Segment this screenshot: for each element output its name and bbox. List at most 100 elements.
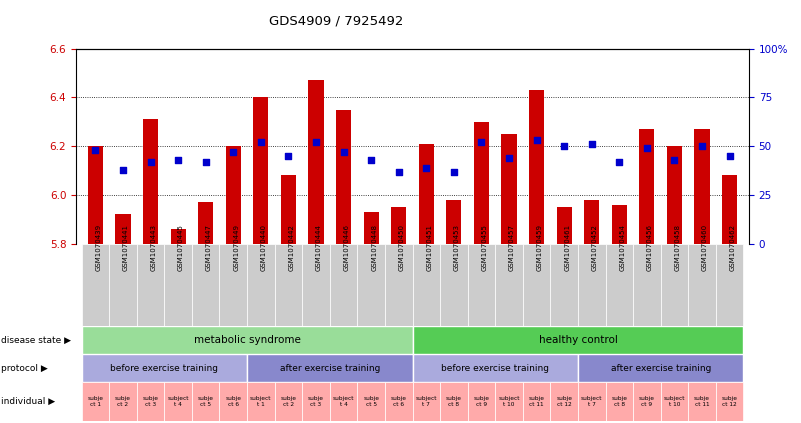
Text: GDS4909 / 7925492: GDS4909 / 7925492 — [269, 15, 404, 28]
Point — [199, 159, 212, 165]
Text: GSM1070456: GSM1070456 — [647, 224, 653, 272]
Text: subje
ct 5: subje ct 5 — [363, 396, 379, 407]
FancyBboxPatch shape — [633, 244, 661, 326]
Bar — [722, 176, 737, 244]
Text: GSM1070447: GSM1070447 — [206, 224, 211, 272]
FancyBboxPatch shape — [109, 244, 137, 326]
FancyBboxPatch shape — [413, 354, 578, 382]
Point — [557, 143, 570, 150]
Text: subject
t 1: subject t 1 — [250, 396, 272, 407]
FancyBboxPatch shape — [550, 382, 578, 421]
FancyBboxPatch shape — [82, 382, 109, 421]
Point — [475, 139, 488, 146]
Point — [448, 168, 461, 175]
Bar — [612, 205, 627, 244]
Point — [695, 143, 708, 150]
Text: subje
ct 8: subje ct 8 — [446, 396, 462, 407]
Text: GSM1070442: GSM1070442 — [288, 225, 295, 271]
Text: metabolic syndrome: metabolic syndrome — [194, 335, 300, 345]
FancyBboxPatch shape — [247, 244, 275, 326]
Bar — [198, 202, 213, 244]
Point — [227, 148, 239, 155]
FancyBboxPatch shape — [219, 244, 247, 326]
Point — [641, 145, 654, 151]
Point — [255, 139, 268, 146]
FancyBboxPatch shape — [413, 326, 743, 354]
Text: subject
t 7: subject t 7 — [581, 396, 602, 407]
Text: before exercise training: before exercise training — [111, 364, 219, 373]
FancyBboxPatch shape — [495, 382, 523, 421]
Bar — [115, 214, 131, 244]
Text: subje
ct 9: subje ct 9 — [473, 396, 489, 407]
Text: subje
ct 3: subje ct 3 — [308, 396, 324, 407]
FancyBboxPatch shape — [633, 382, 661, 421]
FancyBboxPatch shape — [82, 326, 413, 354]
FancyBboxPatch shape — [192, 382, 219, 421]
Text: GSM1070450: GSM1070450 — [399, 224, 405, 272]
FancyBboxPatch shape — [468, 244, 495, 326]
Point — [337, 148, 350, 155]
FancyBboxPatch shape — [523, 244, 550, 326]
FancyBboxPatch shape — [330, 244, 357, 326]
Text: subject
t 10: subject t 10 — [664, 396, 685, 407]
Text: after exercise training: after exercise training — [610, 364, 710, 373]
Bar — [557, 207, 572, 244]
Text: after exercise training: after exercise training — [280, 364, 380, 373]
Text: subje
ct 6: subje ct 6 — [391, 396, 407, 407]
Text: GSM1070441: GSM1070441 — [123, 224, 129, 272]
Text: individual ▶: individual ▶ — [1, 397, 55, 406]
FancyBboxPatch shape — [606, 244, 633, 326]
Text: subje
ct 5: subje ct 5 — [198, 396, 214, 407]
FancyBboxPatch shape — [137, 244, 164, 326]
Text: GSM1070461: GSM1070461 — [564, 224, 570, 272]
FancyBboxPatch shape — [385, 244, 413, 326]
Text: healthy control: healthy control — [538, 335, 618, 345]
Bar — [694, 129, 710, 244]
Text: subje
ct 2: subje ct 2 — [280, 396, 296, 407]
Text: subject
t 4: subject t 4 — [333, 396, 354, 407]
Text: GSM1070446: GSM1070446 — [344, 224, 349, 272]
Text: GSM1070448: GSM1070448 — [371, 224, 377, 272]
Bar — [253, 97, 268, 244]
Text: before exercise training: before exercise training — [441, 364, 549, 373]
Text: GSM1070439: GSM1070439 — [95, 224, 102, 272]
FancyBboxPatch shape — [164, 244, 192, 326]
FancyBboxPatch shape — [688, 382, 716, 421]
FancyBboxPatch shape — [440, 382, 468, 421]
Bar — [501, 134, 517, 244]
Text: subje
ct 2: subje ct 2 — [115, 396, 131, 407]
Text: subje
ct 3: subje ct 3 — [143, 396, 159, 407]
Text: GSM1070459: GSM1070459 — [537, 224, 542, 272]
FancyBboxPatch shape — [385, 382, 413, 421]
FancyBboxPatch shape — [247, 382, 275, 421]
FancyBboxPatch shape — [550, 244, 578, 326]
Point — [392, 168, 405, 175]
Text: protocol ▶: protocol ▶ — [1, 364, 47, 373]
FancyBboxPatch shape — [578, 354, 743, 382]
FancyBboxPatch shape — [661, 382, 688, 421]
Bar — [667, 146, 682, 244]
FancyBboxPatch shape — [82, 244, 109, 326]
Point — [613, 159, 626, 165]
FancyBboxPatch shape — [82, 354, 247, 382]
FancyBboxPatch shape — [413, 382, 440, 421]
Text: GSM1070445: GSM1070445 — [178, 225, 184, 271]
Bar — [88, 146, 103, 244]
Text: subject
t 10: subject t 10 — [498, 396, 520, 407]
Point — [723, 153, 736, 159]
Point — [530, 137, 543, 144]
Text: GSM1070454: GSM1070454 — [619, 225, 626, 271]
FancyBboxPatch shape — [302, 382, 330, 421]
Text: GSM1070458: GSM1070458 — [674, 224, 681, 272]
FancyBboxPatch shape — [688, 244, 716, 326]
Text: GSM1070452: GSM1070452 — [592, 225, 598, 271]
Bar — [308, 80, 324, 244]
Point — [668, 157, 681, 163]
Bar — [226, 146, 241, 244]
FancyBboxPatch shape — [275, 382, 302, 421]
Text: subje
ct 11: subje ct 11 — [529, 396, 545, 407]
Bar — [336, 110, 351, 244]
FancyBboxPatch shape — [578, 382, 606, 421]
FancyBboxPatch shape — [137, 382, 164, 421]
FancyBboxPatch shape — [578, 244, 606, 326]
